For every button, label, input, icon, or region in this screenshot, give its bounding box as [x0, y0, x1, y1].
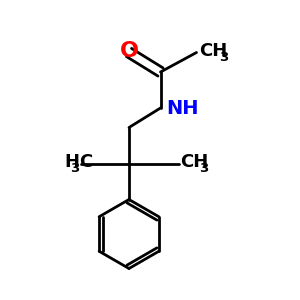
Text: 3: 3: [199, 162, 208, 175]
Text: 3: 3: [70, 162, 80, 175]
Text: 3: 3: [219, 51, 228, 64]
Text: C: C: [80, 153, 93, 171]
Text: CH: CH: [180, 153, 208, 171]
Text: NH: NH: [166, 98, 198, 118]
Text: CH: CH: [200, 42, 228, 60]
Text: O: O: [119, 41, 139, 61]
Text: H: H: [64, 153, 80, 171]
